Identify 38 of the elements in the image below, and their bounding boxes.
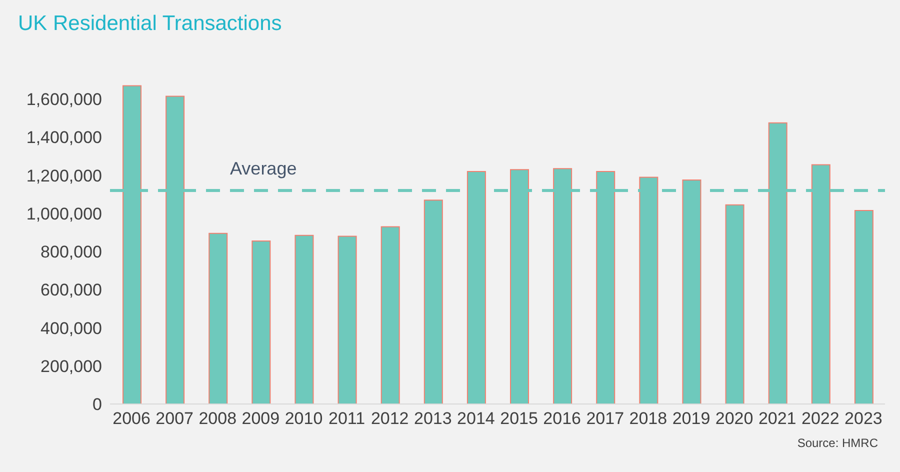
x-tick-label: 2019 [672, 409, 710, 428]
y-tick-label: 1,000,000 [26, 204, 102, 224]
x-tick-label: 2010 [284, 409, 323, 428]
bar [252, 240, 271, 404]
x-tick-label: 2023 [844, 409, 882, 428]
bar [208, 232, 228, 404]
x-tick-label: 2008 [198, 409, 237, 428]
bar [854, 210, 874, 404]
x-tick-label: 2012 [370, 409, 409, 428]
bar [424, 200, 443, 404]
y-tick-label: 800,000 [40, 242, 102, 262]
bar [725, 204, 744, 404]
y-tick-label: 600,000 [40, 280, 102, 300]
x-tick-label: 2007 [156, 409, 194, 428]
y-tick-label: 0 [92, 395, 102, 414]
x-tick-label: 2022 [802, 409, 840, 428]
chart-title: UK Residential Transactions [18, 12, 282, 36]
x-tick-label: 2014 [457, 409, 495, 428]
y-tick-label: 200,000 [40, 356, 102, 376]
y-tick-label: 1,200,000 [26, 166, 102, 186]
x-tick-label: 2009 [242, 409, 280, 428]
x-tick-label: 2021 [758, 409, 796, 428]
y-tick-label: 1,400,000 [26, 128, 102, 148]
x-tick-label: 2006 [112, 409, 150, 428]
ref-line-label: Average [230, 158, 297, 179]
bar [380, 226, 400, 404]
x-tick-label: 2013 [414, 409, 452, 428]
y-tick-label: 1,600,000 [26, 90, 102, 110]
x-tick-label: 2015 [500, 409, 538, 428]
x-tick-label: 2016 [543, 409, 581, 428]
bar [294, 234, 314, 404]
y-tick-label: 400,000 [40, 318, 102, 338]
bar [338, 236, 357, 404]
source-note: Source: HMRC [797, 436, 878, 450]
x-tick-label: 2018 [629, 409, 668, 428]
x-tick-label: 2017 [586, 409, 624, 428]
x-tick-label: 2020 [715, 409, 754, 428]
x-tick-label: 2011 [328, 409, 366, 428]
